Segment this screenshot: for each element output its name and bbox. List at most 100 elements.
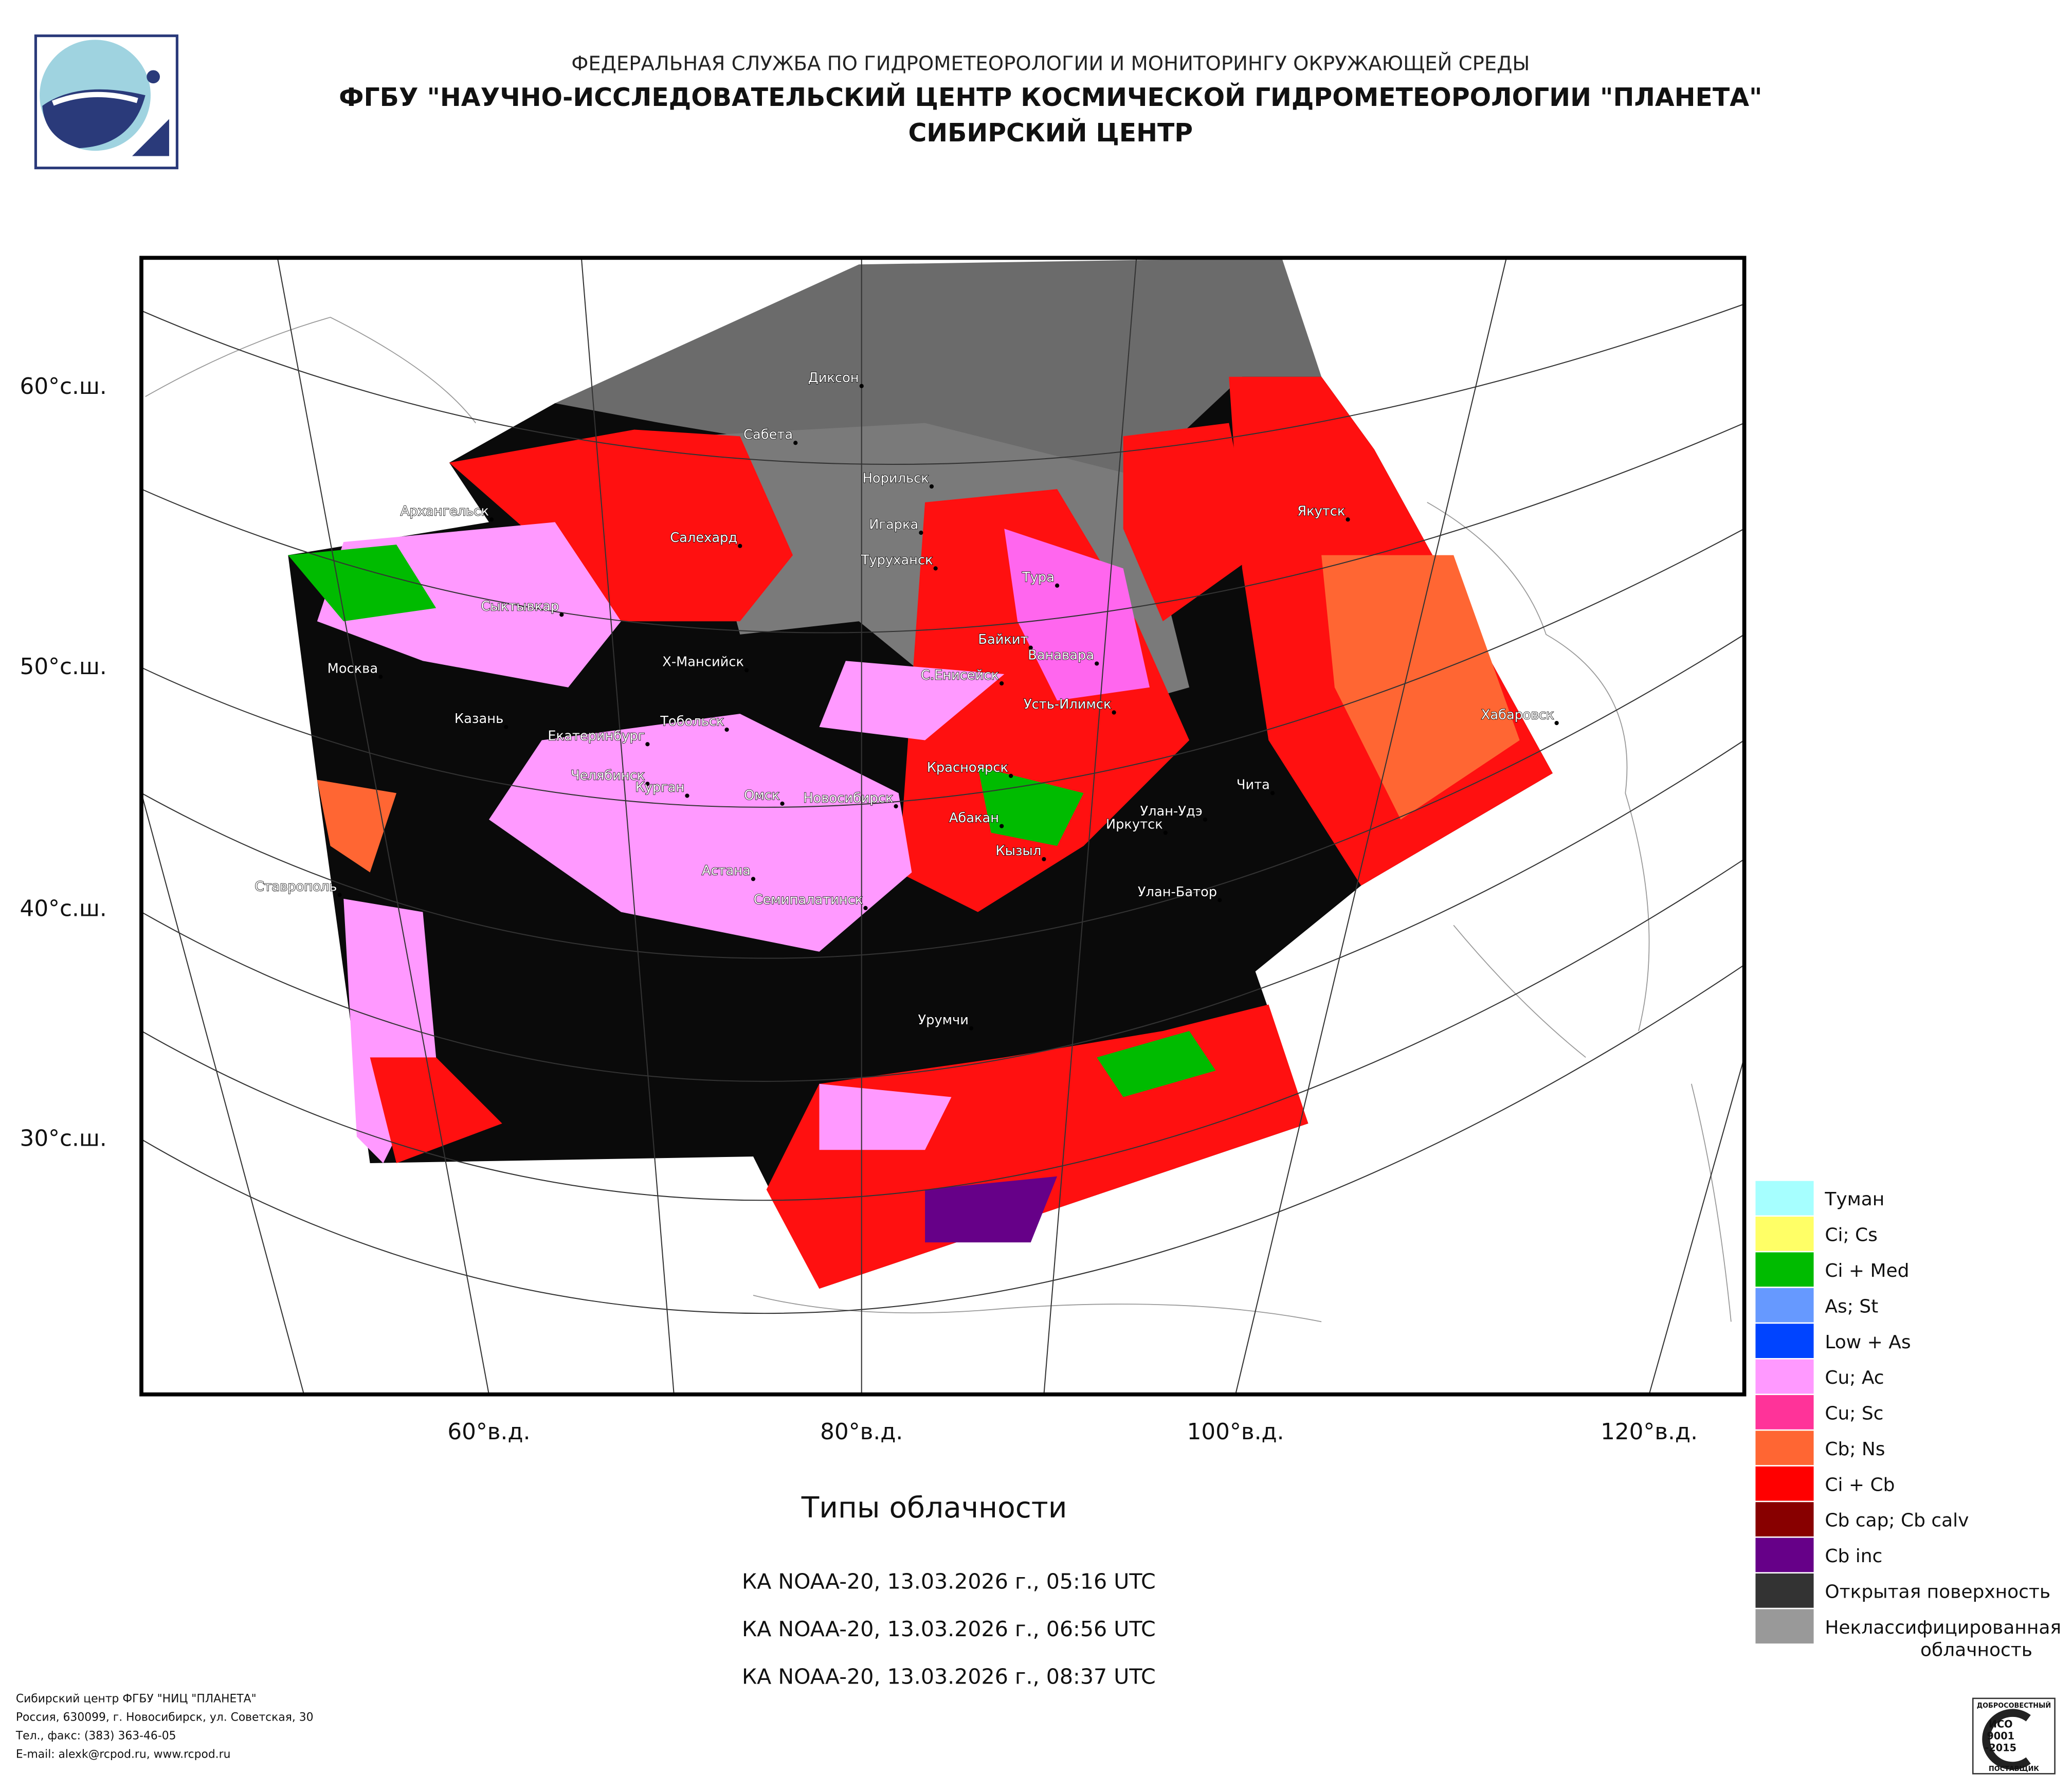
city-label: Москва: [328, 661, 378, 676]
city-label: Усть-Илимск: [1024, 697, 1112, 712]
lon-label: 60°в.д.: [447, 1419, 530, 1445]
legend-swatch: [1754, 1394, 1815, 1431]
lon-label: 100°в.д.: [1187, 1419, 1284, 1445]
legend-label: Ci; Cs: [1825, 1225, 1878, 1246]
footer-line: Сибирский центр ФГБУ "НИЦ "ПЛАНЕТА": [16, 1693, 257, 1706]
legend-label: Открытая поверхность: [1825, 1582, 2050, 1603]
legend-swatch: [1754, 1287, 1815, 1324]
city-label: Иркутск: [1106, 817, 1163, 833]
city-layer: Диксон Сабета Норильск Архангельск Салехард И…: [255, 370, 1559, 1030]
legend-swatch: [1754, 1429, 1815, 1467]
city-label: Ванавара: [1028, 648, 1094, 663]
legend-swatch: [1754, 1465, 1815, 1503]
city-label: С.Енисейск: [921, 667, 999, 683]
city-dot: [337, 893, 342, 897]
city-dot: [751, 877, 756, 881]
legend-label: Неклассифицированная: [1825, 1617, 2061, 1638]
city-label: Курган: [635, 780, 685, 795]
city-dot: [738, 544, 742, 548]
city-dot: [1554, 720, 1559, 726]
city-label: Архангельск: [401, 504, 489, 519]
city-dot: [1095, 661, 1099, 666]
lon-label: 120°в.д.: [1601, 1419, 1698, 1445]
legend-label: Туман: [1824, 1189, 1884, 1210]
city-dot: [724, 727, 729, 732]
legend-label: Cu; Sc: [1825, 1403, 1883, 1424]
footer: Сибирский центр ФГБУ "НИЦ "ПЛАНЕТА" Росси…: [15, 1693, 314, 1761]
legend-swatch: [1754, 1607, 1815, 1645]
legend-swatch: [1754, 1358, 1815, 1396]
badge-text: -2015: [1985, 1742, 2016, 1754]
city-label: Сабета: [743, 427, 793, 443]
city-dot: [1112, 710, 1116, 715]
pass-line: КА NOAA-20, 13.03.2026 г., 06:56 UTC: [742, 1617, 1156, 1641]
city-label: Кызыл: [995, 843, 1041, 859]
city-dot: [1270, 791, 1275, 795]
city-label: Тура: [1022, 570, 1055, 585]
lon-label: 80°в.д.: [820, 1419, 903, 1445]
pass-line: КА NOAA-20, 13.03.2026 г., 08:37 UTC: [742, 1665, 1156, 1689]
footer-line: Тел., факс: (383) 363-46-05: [15, 1730, 176, 1743]
graticule: [141, 258, 1744, 1395]
legend-swatch: [1754, 1322, 1815, 1360]
city-label: Челябинск: [571, 768, 645, 784]
passes: КА NOAA-20, 13.03.2026 г., 05:16 UTC КА N…: [742, 1569, 1156, 1689]
pass-line: КА NOAA-20, 13.03.2026 г., 05:16 UTC: [742, 1569, 1156, 1594]
city-label: Омск: [744, 788, 779, 803]
city-label: Байкит: [978, 632, 1028, 647]
city-dot: [645, 742, 650, 747]
city-dot: [894, 804, 898, 809]
city-dot: [999, 824, 1004, 828]
badge: [1972, 1697, 2056, 1775]
badge-text: ИСО: [1989, 1718, 2013, 1730]
city-dot: [685, 793, 689, 798]
city-dot: [1009, 773, 1013, 779]
city-dot: [859, 384, 864, 388]
legend: Туман Ci; Cs Ci + Med As; St Low + As Cu; Ac C…: [1754, 1180, 2061, 1661]
legend-label: Cu; Ac: [1825, 1367, 1884, 1388]
city-dot: [863, 906, 868, 911]
lat-label: 60°с.ш.: [20, 373, 107, 400]
city-dot: [504, 725, 508, 729]
city-label: Салехард: [670, 530, 737, 546]
legend-swatch: [1754, 1180, 1815, 1217]
city-dot: [1042, 857, 1046, 861]
city-label: Екатеринбург: [548, 729, 645, 744]
city-label: Чита: [1237, 777, 1270, 793]
map-frame: [139, 256, 1747, 1397]
city-dot: [559, 612, 564, 617]
city-dot: [1163, 830, 1168, 835]
city-label: Диксон: [808, 370, 859, 386]
city-label: Сыктывкар: [481, 599, 559, 614]
header-institute: ФГБУ "НАУЧНО-ИССЛЕДОВАТЕЛЬСКИЙ ЦЕНТР КОС…: [339, 83, 1762, 112]
city-label: Красноярск: [927, 760, 1008, 775]
legend-label: облачность: [1920, 1640, 2032, 1661]
city-label: Норильск: [863, 471, 929, 486]
city-label: Новосибирск: [803, 790, 893, 806]
city-label: Х-Мансийск: [662, 655, 744, 670]
legend-label: Ci + Med: [1825, 1260, 1909, 1281]
city-dot: [744, 668, 749, 673]
city-label: Семипалатинск: [754, 892, 863, 908]
legend-swatch: [1754, 1500, 1815, 1538]
legend-swatch: [1754, 1215, 1815, 1253]
header-agency: ФЕДЕРАЛЬНАЯ СЛУЖБА ПО ГИДРОМЕТЕОРОЛОГИИ …: [571, 51, 1530, 75]
legend-label: Cb inc: [1825, 1546, 1882, 1567]
legend-label: Low + As: [1825, 1332, 1911, 1353]
map-imagery: [141, 258, 1744, 1395]
lat-label: 40°с.ш.: [20, 895, 107, 921]
city-dot: [999, 681, 1004, 686]
map-title: Типы облачности: [801, 1491, 1067, 1525]
badge-text: ДОБРОСОВЕСТНЫЙ: [1977, 1702, 2051, 1710]
city-dot: [378, 675, 383, 679]
city-dot: [1346, 517, 1350, 522]
city-label: Казань: [455, 711, 503, 727]
badge-text: ПОСТАВЩИК: [1989, 1765, 2039, 1773]
city-label: Улан-Удэ: [1140, 804, 1202, 819]
footer-line: Россия, 630099, г. Новосибирск, ул. Сове…: [16, 1711, 314, 1724]
city-dot: [969, 1026, 974, 1030]
legend-label: As; St: [1825, 1296, 1878, 1317]
city-label: Якутск: [1297, 504, 1345, 519]
city-label: Тобольск: [660, 714, 724, 729]
